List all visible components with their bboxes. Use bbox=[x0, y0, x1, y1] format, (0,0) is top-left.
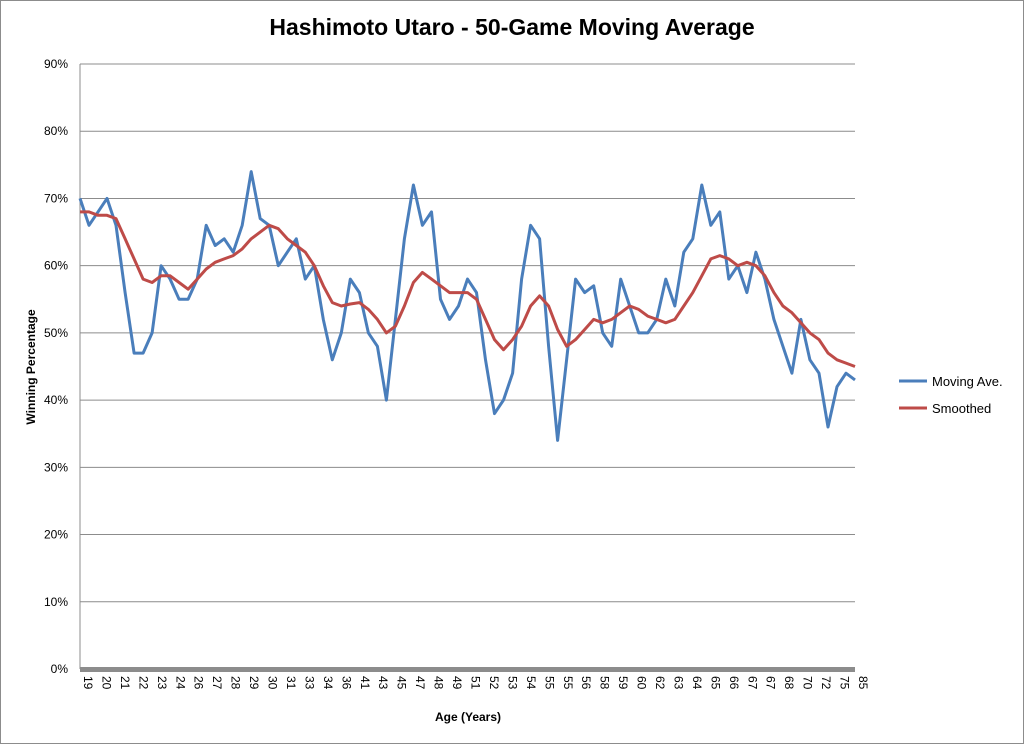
x-tick-label: 52 bbox=[487, 676, 501, 690]
x-tick-label: 51 bbox=[469, 676, 483, 690]
x-tick-label: 23 bbox=[155, 676, 169, 690]
x-tick-label: 28 bbox=[229, 676, 243, 690]
x-tick-label: 21 bbox=[118, 676, 132, 690]
x-tick-label: 24 bbox=[173, 676, 187, 690]
legend: Moving Ave. Smoothed bbox=[899, 374, 1003, 416]
x-tick-label: 53 bbox=[505, 676, 519, 690]
x-tick-label: 55 bbox=[542, 676, 556, 690]
x-axis-line bbox=[80, 667, 855, 672]
x-tick-label: 66 bbox=[727, 676, 741, 690]
y-tick-label: 60% bbox=[44, 259, 68, 273]
x-tick-label: 19 bbox=[81, 676, 95, 690]
chart-title: Hashimoto Utaro - 50-Game Moving Average bbox=[269, 14, 755, 40]
x-tick-label: 22 bbox=[136, 676, 150, 690]
x-tick-label: 60 bbox=[635, 676, 649, 690]
x-tick-label: 43 bbox=[376, 676, 390, 690]
x-tick-label: 58 bbox=[598, 676, 612, 690]
series-lines bbox=[78, 170, 856, 442]
y-tick-label: 40% bbox=[44, 393, 68, 407]
x-tick-label: 31 bbox=[284, 676, 298, 690]
x-axis-label: Age (Years) bbox=[435, 710, 501, 724]
series-line-smoothed bbox=[80, 210, 856, 368]
x-tick-label: 65 bbox=[708, 676, 722, 690]
x-tick-label: 68 bbox=[782, 676, 796, 690]
x-tick-label: 26 bbox=[192, 676, 206, 690]
y-tick-label: 90% bbox=[44, 57, 68, 71]
x-tick-label: 54 bbox=[524, 676, 538, 690]
x-tick-labels: 19 20 21 22 23 24 26 27 28 29 30 31 33 34 36 41 43 45 47 48… bbox=[81, 676, 870, 690]
x-tick-label: 75 bbox=[838, 676, 852, 690]
x-tick-label: 45 bbox=[395, 676, 409, 690]
x-tick-label: 67 bbox=[764, 676, 778, 690]
x-tick-label: 34 bbox=[321, 676, 335, 690]
y-tick-label: 70% bbox=[44, 191, 68, 205]
x-tick-label: 20 bbox=[99, 676, 113, 690]
x-tick-label: 62 bbox=[653, 676, 667, 690]
x-tick-label: 47 bbox=[413, 676, 427, 690]
y-tick-label: 20% bbox=[44, 528, 68, 542]
x-tick-label: 64 bbox=[690, 676, 704, 690]
y-tick-label: 80% bbox=[44, 124, 68, 138]
x-tick-label: 41 bbox=[358, 676, 372, 690]
x-tick-label: 72 bbox=[819, 676, 833, 690]
x-tick-label: 36 bbox=[339, 676, 353, 690]
y-tick-label: 0% bbox=[51, 662, 69, 676]
x-tick-label: 55 bbox=[561, 676, 575, 690]
x-tick-label: 56 bbox=[579, 676, 593, 690]
y-tick-labels: 0% 10% 20% 30% 40% 50% 60% 70% 80% 90% bbox=[44, 57, 68, 676]
legend-label: Smoothed bbox=[932, 401, 991, 416]
x-tick-label: 29 bbox=[247, 676, 261, 690]
gridlines bbox=[79, 63, 855, 672]
x-tick-label: 67 bbox=[745, 676, 759, 690]
x-tick-label: 49 bbox=[450, 676, 464, 690]
legend-item: Smoothed bbox=[899, 401, 991, 416]
y-tick-label: 10% bbox=[44, 595, 68, 609]
x-tick-label: 30 bbox=[266, 676, 280, 690]
y-axis-label: Winning Percentage bbox=[24, 309, 38, 425]
x-tick-label: 85 bbox=[856, 676, 870, 690]
x-tick-label: 48 bbox=[432, 676, 446, 690]
legend-label: Moving Ave. bbox=[932, 374, 1003, 389]
y-tick-label: 50% bbox=[44, 326, 68, 340]
x-tick-label: 33 bbox=[302, 676, 316, 690]
x-tick-label: 70 bbox=[801, 676, 815, 690]
y-tick-label: 30% bbox=[44, 460, 68, 474]
legend-item: Moving Ave. bbox=[899, 374, 1003, 389]
x-tick-label: 27 bbox=[210, 676, 224, 690]
x-tick-label: 63 bbox=[671, 676, 685, 690]
x-tick-label: 59 bbox=[616, 676, 630, 690]
